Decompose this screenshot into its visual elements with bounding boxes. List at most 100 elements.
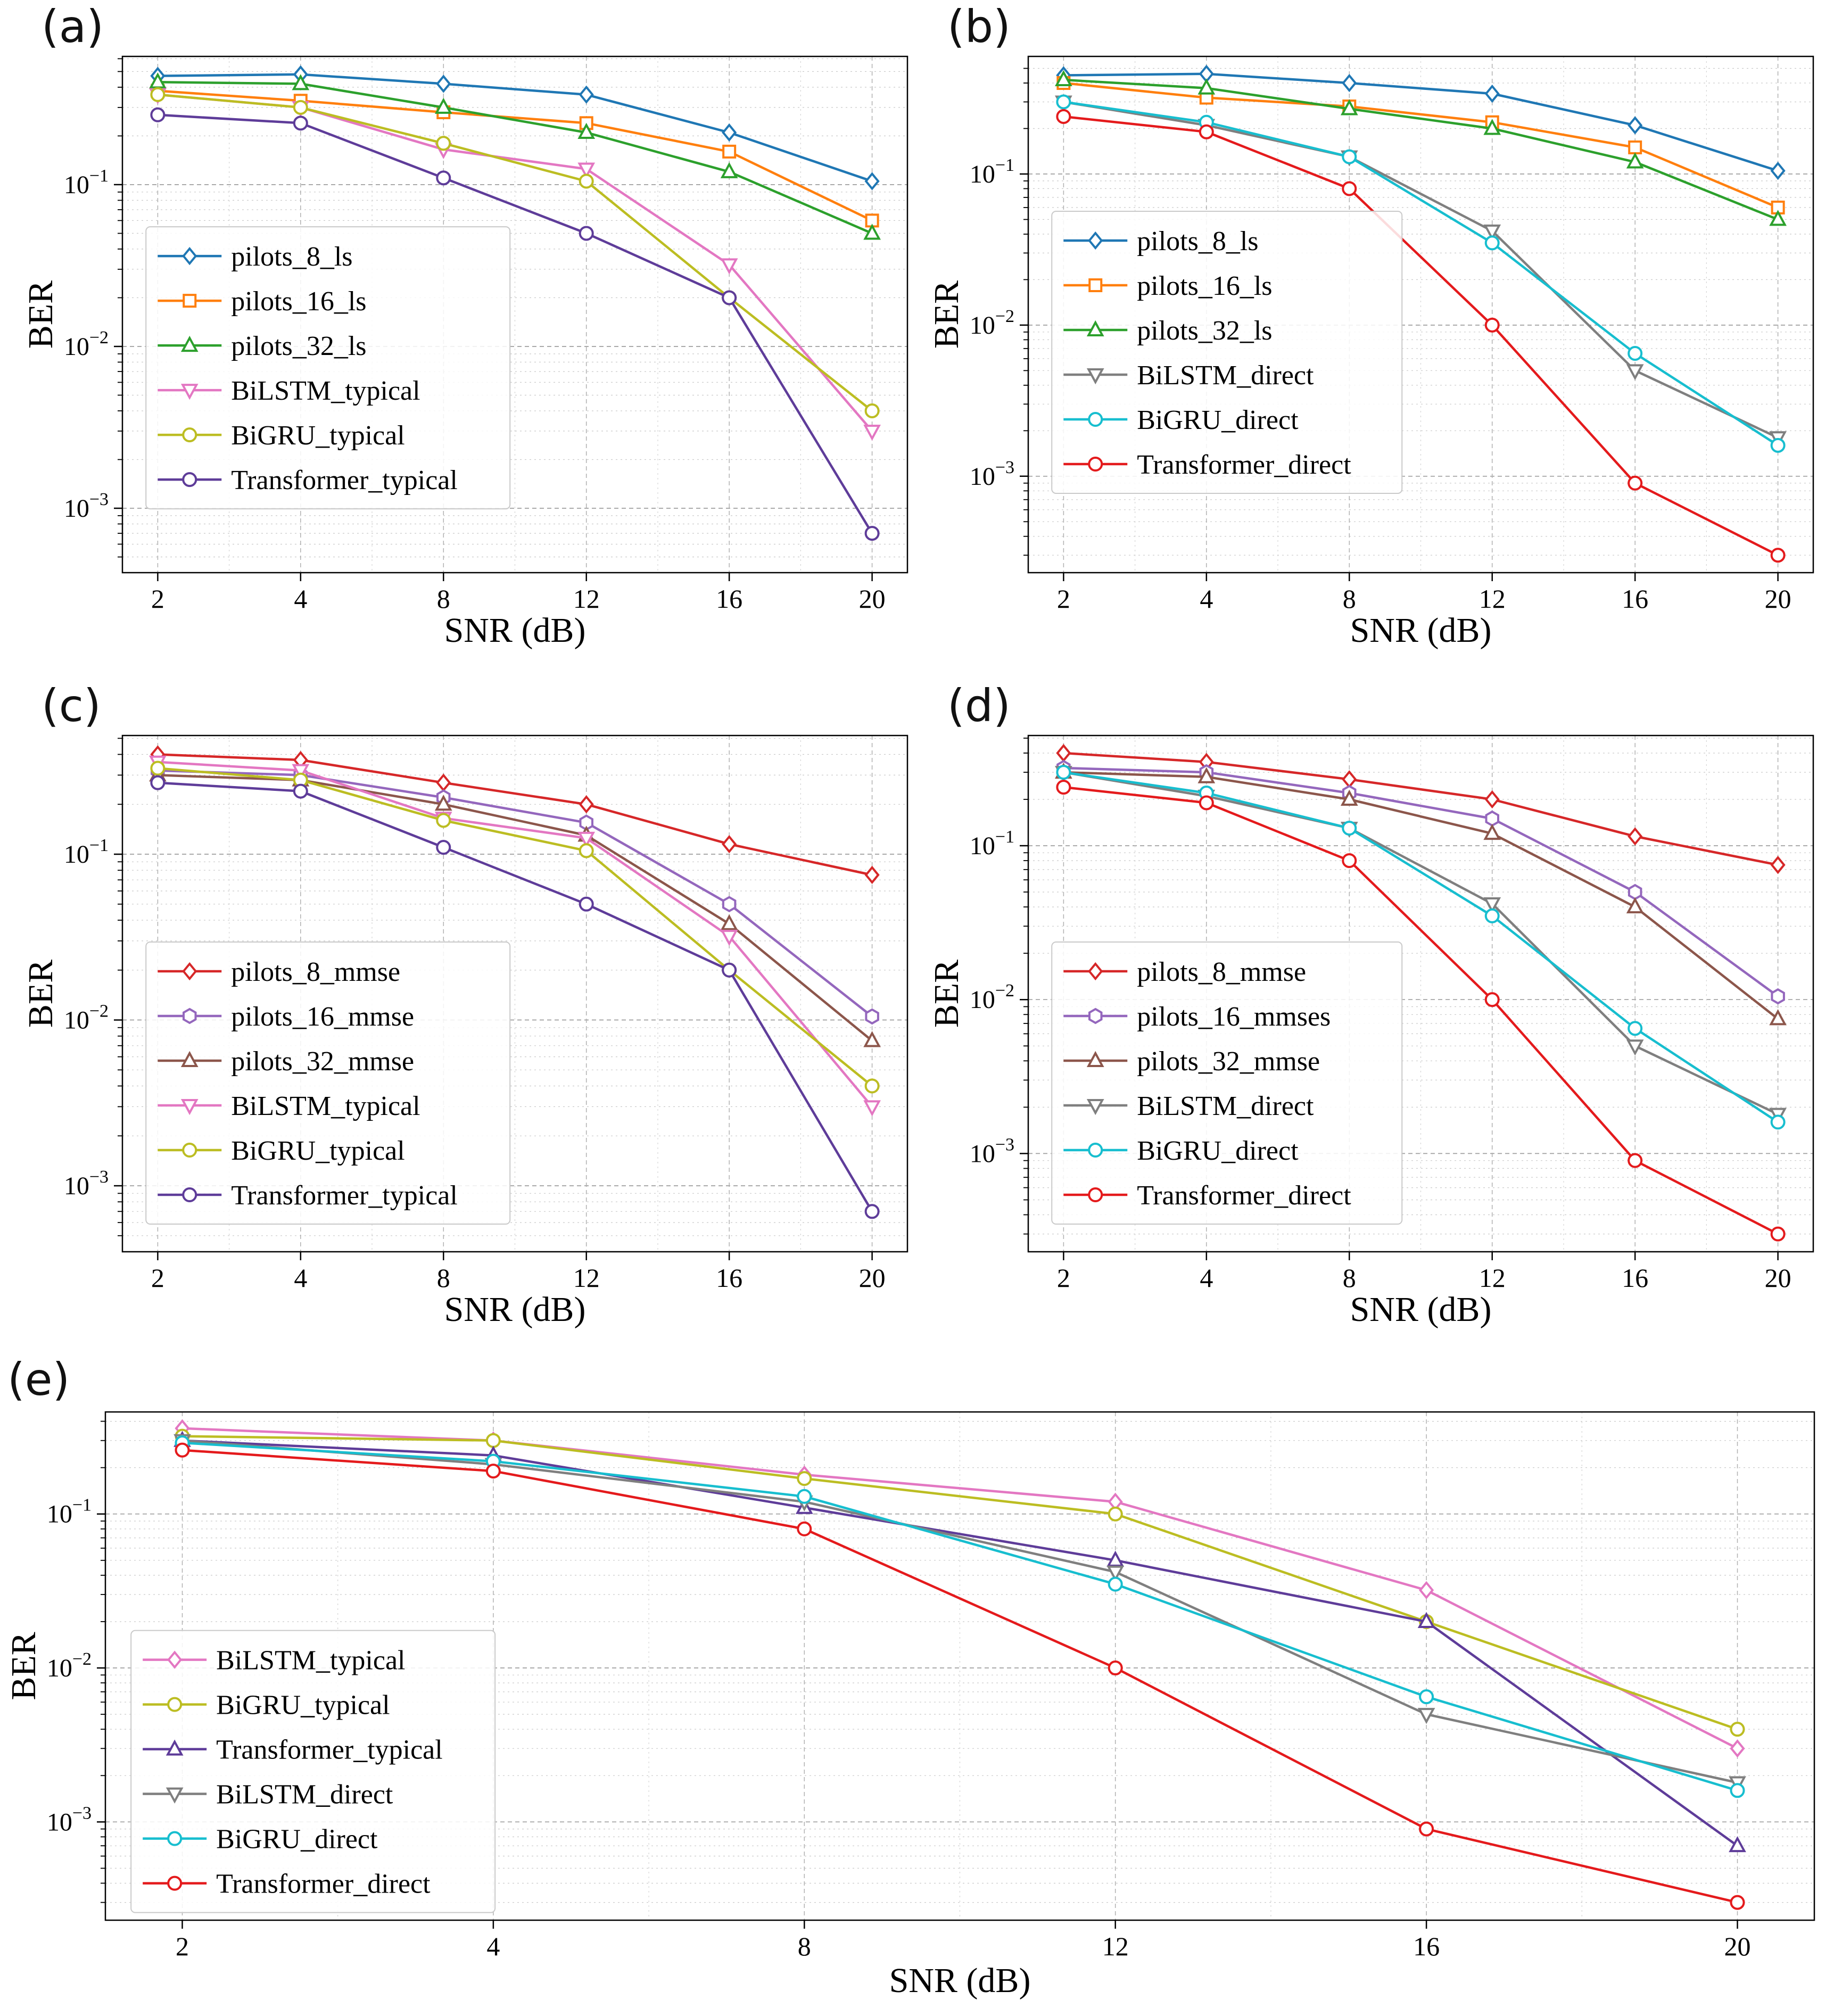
axis-ticks: 10−3 10−2 10−1 2 4 8 12 16 20 [970,738,1791,1293]
legend-item-BiLSTM_direct: BiLSTM_direct [1063,1091,1314,1121]
marker-triangle-up [1626,152,1644,169]
marker-circle [293,100,308,115]
marker-circle [1770,1114,1786,1130]
y-tick-label: 10−3 [47,1803,92,1836]
legend-label: BiGRU_direct [1137,405,1299,435]
marker-circle [1199,795,1214,811]
series-Transformer_typical [150,107,880,541]
marker-hexagon [722,896,737,913]
legend-item-BiLSTM_typical: BiLSTM_typical [143,1646,405,1676]
marker-circle [1056,94,1071,110]
series-line [182,1427,1738,1750]
marker-triangle-down [720,930,738,946]
marker-triangle-up [1729,1836,1746,1853]
x-tick-label: 20 [1765,1263,1791,1293]
legend-label: BiGRU_direct [1137,1136,1299,1166]
plot-border [121,55,908,574]
series-line [158,761,873,1108]
series-pilots_8_mmse [1056,743,1786,874]
x-tick-label: 16 [1622,1263,1648,1293]
marker-circle [485,1433,501,1448]
marker-triangle-down [1086,368,1104,385]
y-tick-label: 10−1 [970,827,1014,860]
marker-diamond [579,795,594,814]
series-line [182,1449,1738,1904]
series-line [182,1435,1738,1731]
legend-label: Transformer_direct [1137,1180,1351,1211]
marker-triangle-down [1086,1099,1104,1116]
series-line [158,89,873,222]
marker-diamond [1730,1739,1745,1758]
y-tick-label: 10−2 [64,1002,109,1035]
marker-hexagon [183,1007,197,1024]
marker-triangle-up [863,224,881,240]
legend-label: BiLSTM_direct [1137,360,1314,391]
series-line [158,81,873,235]
legend: pilots_8_ls pilots_16_ls pilots_32_ls BiLST… [145,226,511,510]
marker-triangle-down [863,424,881,441]
series-line [1063,101,1779,447]
marker-circle [436,136,451,151]
marker-circle [1628,345,1643,361]
plot-border [121,734,908,1253]
legend-label: pilots_32_ls [1137,316,1272,346]
marker-triangle-down [180,1099,199,1116]
marker-triangle-up [434,97,452,114]
legend-item-BiLSTM_direct: BiLSTM_direct [143,1780,393,1810]
series-line [182,1439,1738,1847]
y-tick-label: 10−2 [970,307,1014,340]
legend-label: pilots_32_mmse [231,1046,414,1077]
marker-triangle-up [1483,823,1501,840]
marker-triangle-up [1197,78,1216,95]
legend-box [1051,941,1403,1225]
legend-label: pilots_8_mmse [231,957,400,987]
legend-label: BiGRU_typical [216,1690,390,1721]
x-tick-label: 2 [151,1263,164,1293]
series-Transformer_direct [1056,780,1786,1242]
x-tick-label: 8 [437,584,450,614]
marker-circle [1770,437,1786,453]
x-tick-label: 8 [437,1263,450,1293]
marker-circle [485,1464,501,1479]
legend-label: pilots_8_ls [1137,226,1258,257]
legend-item-BiGRU_direct: BiGRU_direct [1063,1136,1299,1166]
legend-item-Transformer_typical: Transformer_typical [143,1735,443,1765]
marker-circle [1730,1783,1745,1798]
marker-diamond [436,75,451,93]
marker-triangle-down [720,258,738,275]
marker-triangle-up [1340,99,1358,115]
legend-item-pilots_16_ls: pilots_16_ls [158,286,367,317]
marker-square [1628,140,1642,154]
marker-circle [1730,1722,1745,1737]
y-axis-label: BER [4,1632,43,1700]
y-axis-label: BER [927,280,966,349]
marker-triangle-up [577,122,596,139]
marker-triangle-down [1417,1708,1435,1724]
legend-box [1051,211,1403,494]
marker-triangle-down [863,1100,881,1117]
marker-circle [182,427,197,443]
x-tick-label: 16 [1413,1931,1440,1961]
marker-circle [1342,853,1357,869]
legend: pilots_8_mmse pilots_16_mmse pilots_32_mms… [145,941,511,1225]
legend-label: BiGRU_direct [216,1824,378,1855]
marker-circle [864,403,880,418]
legend-item-Transformer_typical: Transformer_typical [158,1180,458,1211]
marker-triangle-up [1055,70,1072,86]
marker-square [183,294,197,308]
x-tick-label: 20 [859,1263,886,1293]
marker-triangle-up [166,1739,184,1756]
legend-box [145,226,511,510]
marker-circle [797,1489,812,1504]
marker-circle [1108,1576,1123,1592]
x-tick-label: 8 [798,1931,811,1961]
y-tick-label: 10−1 [64,166,109,199]
marker-diamond [1342,73,1357,93]
marker-triangle-up [1086,320,1104,336]
marker-circle [1088,412,1103,427]
marker-hexagon [1088,1007,1103,1024]
marker-circle [293,115,308,131]
y-axis-label: BER [927,960,966,1028]
x-tick-label: 2 [176,1931,189,1961]
marker-circle [1088,1143,1103,1158]
